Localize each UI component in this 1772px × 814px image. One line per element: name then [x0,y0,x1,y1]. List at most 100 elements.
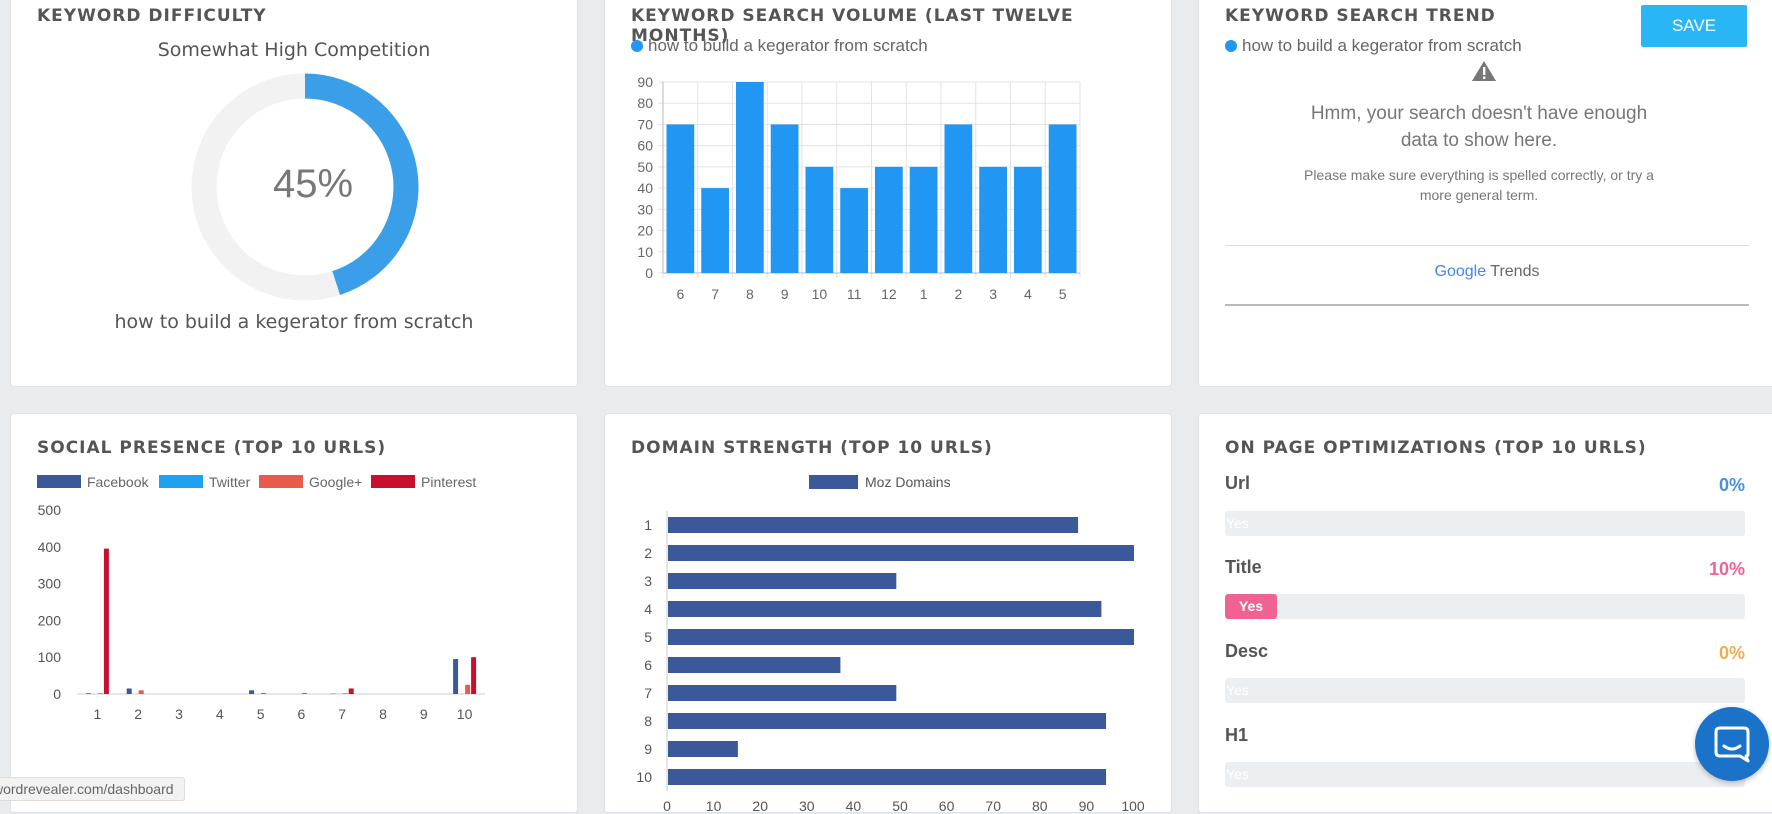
y-tick-label: 10 [637,244,653,260]
x-tick-label: 90 [1079,798,1095,814]
opt-bar-desc: Yes [1225,678,1745,703]
opt-bar-text-title: Yes [1239,598,1263,614]
chat-bubble-icon [1713,725,1751,763]
onpage-title: ON PAGE OPTIMIZATIONS (TOP 10 URLS) [1225,438,1647,458]
trend-divider [1225,245,1749,246]
volume-bar[interactable] [806,167,834,273]
social-bar[interactable] [139,690,144,694]
legend-swatch[interactable] [37,475,81,488]
domain-bar[interactable] [668,741,738,757]
legend-swatch[interactable] [259,475,303,488]
x-tick-label: 60 [939,798,955,814]
y-tick-label: 70 [637,116,653,132]
social-bar[interactable] [104,549,109,694]
y-tick-label: 50 [637,159,653,175]
social-bar[interactable] [465,685,470,694]
volume-bar[interactable] [910,167,938,273]
social-bar[interactable] [249,690,254,694]
y-tick-label: 3 [644,573,652,589]
x-tick-label: 30 [799,798,815,814]
domain-bar[interactable] [668,713,1106,729]
x-tick-label: 20 [752,798,768,814]
volume-bar[interactable] [875,167,903,273]
y-tick-label: 90 [637,74,653,90]
opt-label-title: Title [1225,557,1262,578]
google-trends-logo: Google Trends [1225,263,1749,281]
y-tick-label: 100 [38,649,62,665]
domain-bar[interactable] [668,629,1134,645]
social-bar[interactable] [453,659,458,694]
domain-bar[interactable] [668,517,1078,533]
onpage-optimizations-card: ON PAGE OPTIMIZATIONS (TOP 10 URLS) Url … [1198,413,1772,813]
domain-bar[interactable] [668,657,840,673]
x-tick-label: 9 [781,286,789,302]
opt-bar-text-desc: Yes [1226,678,1249,703]
y-tick-label: 10 [636,769,652,785]
social-bar[interactable] [98,693,103,694]
opt-bar-url: Yes [1225,511,1745,536]
social-bar[interactable] [261,693,266,694]
social-bar[interactable] [86,693,91,694]
y-tick-label: 9 [644,741,652,757]
domain-bar[interactable] [668,769,1106,785]
volume-bar[interactable] [1049,124,1077,273]
x-tick-label: 11 [847,286,862,302]
volume-bar[interactable] [701,188,729,273]
volume-bar[interactable] [736,82,764,273]
social-bar[interactable] [349,688,354,694]
legend-dot-icon [1225,40,1237,52]
legend-swatch[interactable] [371,475,415,488]
social-bar[interactable] [471,657,476,694]
y-tick-label: 300 [38,576,62,592]
status-bar-url: wordrevealer.com/dashboard [0,777,185,801]
volume-bar[interactable] [667,124,695,273]
keyword-difficulty-title: KEYWORD DIFFICULTY [37,6,267,26]
y-tick-label: 8 [644,713,652,729]
x-tick-label: 10 [812,286,828,302]
y-tick-label: 0 [645,265,653,281]
y-tick-label: 5 [644,629,652,645]
x-tick-label: 2 [954,286,962,302]
volume-bar[interactable] [840,188,868,273]
x-tick-label: 1 [920,286,928,302]
legend-swatch[interactable] [159,475,203,488]
social-bar[interactable] [302,693,307,694]
y-tick-label: 60 [637,138,653,154]
volume-bar[interactable] [1014,167,1042,273]
y-tick-label: 400 [38,539,62,555]
volume-bar[interactable] [771,124,799,273]
domain-bar[interactable] [668,685,896,701]
social-bar[interactable] [343,693,348,694]
opt-percent-desc: 0% [1719,643,1745,664]
x-tick-label: 9 [420,706,428,722]
opt-label-desc: Desc [1225,641,1268,662]
trend-legend-label: how to build a kegerator from scratch [1242,36,1522,55]
search-trend-title: KEYWORD SEARCH TREND [1225,6,1496,26]
y-tick-label: 30 [637,201,653,217]
chat-launcher-button[interactable] [1695,707,1769,781]
x-tick-label: 6 [298,706,306,722]
trend-legend[interactable]: how to build a kegerator from scratch [1225,36,1522,56]
legend-label[interactable]: Twitter [209,474,251,490]
opt-bar-title: Yes [1225,594,1745,619]
legend-label[interactable]: Google+ [309,474,362,490]
x-tick-label: 8 [746,286,754,302]
no-data-hint: Please make sure everything is spelled c… [1294,165,1664,205]
domain-bar[interactable] [668,545,1134,561]
social-bar[interactable] [127,688,132,694]
legend-label[interactable]: Moz Domains [865,474,951,490]
volume-bar[interactable] [945,124,973,273]
legend-label[interactable]: Facebook [87,474,149,490]
legend-label[interactable]: Pinterest [421,474,476,490]
save-button[interactable]: SAVE [1641,5,1747,47]
domain-strength-card: DOMAIN STRENGTH (TOP 10 URLS) Moz Domain… [604,413,1172,813]
opt-bar-text-h1: Yes [1226,762,1249,787]
domain-bar[interactable] [668,573,896,589]
trend-footer-divider [1225,304,1749,306]
domain-bar[interactable] [668,601,1101,617]
x-tick-label: 7 [338,706,346,722]
legend-swatch[interactable] [809,475,858,489]
volume-bar[interactable] [979,167,1007,273]
